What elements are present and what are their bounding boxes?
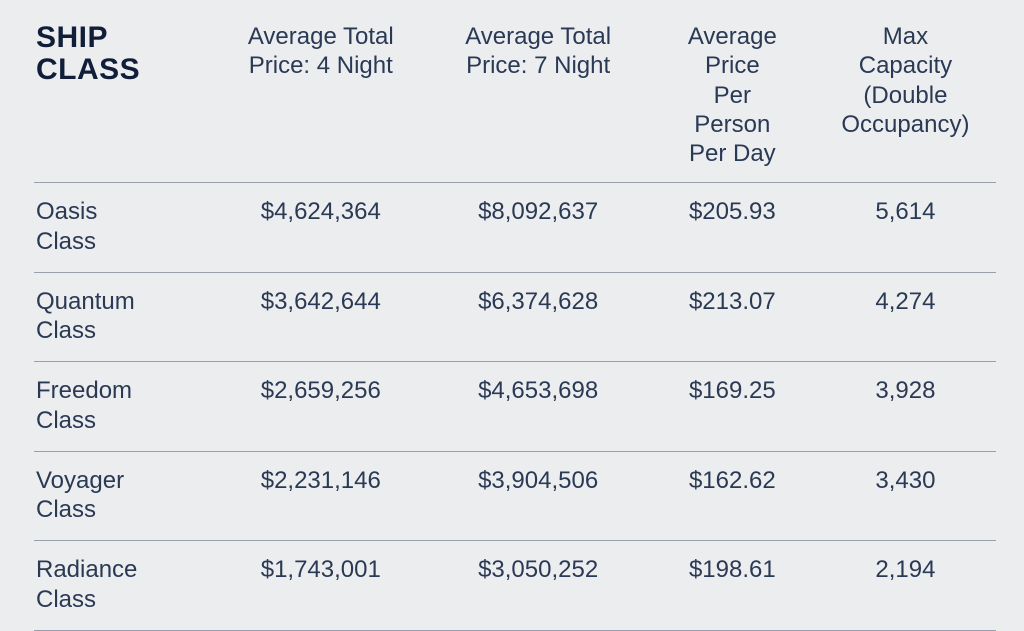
table-header-row: SHIP CLASS Average Total Price: 4 Night … (34, 18, 996, 183)
cell-price-7night: $3,904,506 (426, 451, 649, 541)
cell-max-capacity: 5,614 (815, 183, 996, 273)
cell-price-per-day: $169.25 (650, 362, 815, 452)
cell-price-4night: $4,624,364 (215, 183, 426, 273)
cell-price-per-day: $162.62 (650, 451, 815, 541)
ship-class-name: Radiance (36, 556, 137, 583)
col-header-price-4night-l2: Price: 4 Night (249, 52, 393, 79)
col-header-ship-class-l1: SHIP (36, 21, 108, 54)
col-header-price-7night: Average Total Price: 7 Night (426, 18, 649, 183)
table-row: OasisClass $4,624,364 $8,092,637 $205.93… (34, 183, 996, 273)
cell-price-7night: $6,374,628 (426, 272, 649, 362)
col-header-ship-class-l2: CLASS (36, 53, 140, 86)
table-row: VoyagerClass $2,231,146 $3,904,506 $162.… (34, 451, 996, 541)
cell-price-per-day: $205.93 (650, 183, 815, 273)
table-row: QuantumClass $3,642,644 $6,374,628 $213.… (34, 272, 996, 362)
cell-price-per-day: $198.61 (650, 541, 815, 631)
col-header-price-7night-l1: Average Total (465, 23, 611, 50)
cell-price-per-day: $213.07 (650, 272, 815, 362)
table-body: OasisClass $4,624,364 $8,092,637 $205.93… (34, 183, 996, 631)
col-header-price-7night-l2: Price: 7 Night (466, 52, 610, 79)
cell-price-7night: $3,050,252 (426, 541, 649, 631)
col-header-price-per-day: Average Price Per Person Per Day (650, 18, 815, 183)
col-header-price-4night: Average Total Price: 4 Night (215, 18, 426, 183)
col-header-ship-class: SHIP CLASS (34, 18, 215, 183)
ship-class-name: Voyager (36, 467, 124, 494)
cell-price-7night: $4,653,698 (426, 362, 649, 452)
col-header-max-capacity: Max Capacity (Double Occupancy) (815, 18, 996, 183)
table-row: FreedomClass $2,659,256 $4,653,698 $169.… (34, 362, 996, 452)
ship-class-table: SHIP CLASS Average Total Price: 4 Night … (34, 18, 996, 631)
col-header-price-4night-l1: Average Total (248, 23, 394, 50)
cell-price-4night: $1,743,001 (215, 541, 426, 631)
cell-max-capacity: 3,430 (815, 451, 996, 541)
cell-price-7night: $8,092,637 (426, 183, 649, 273)
ship-class-name: Freedom (36, 377, 132, 404)
ship-class-name: Quantum (36, 288, 135, 315)
table-row: RadianceClass $1,743,001 $3,050,252 $198… (34, 541, 996, 631)
cell-max-capacity: 3,928 (815, 362, 996, 452)
cell-price-4night: $2,231,146 (215, 451, 426, 541)
ship-class-name: Oasis (36, 198, 97, 225)
cell-max-capacity: 2,194 (815, 541, 996, 631)
cell-max-capacity: 4,274 (815, 272, 996, 362)
cell-price-4night: $3,642,644 (215, 272, 426, 362)
cell-price-4night: $2,659,256 (215, 362, 426, 452)
